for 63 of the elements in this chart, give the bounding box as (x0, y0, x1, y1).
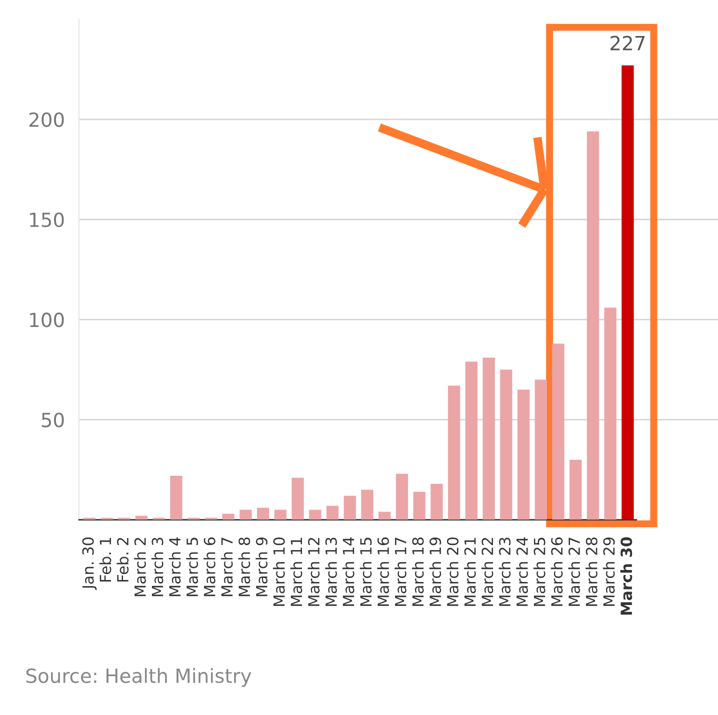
bar (430, 484, 443, 520)
bar (622, 65, 634, 520)
bar (517, 390, 530, 520)
x-tick-label: March 13 (325, 538, 337, 606)
x-tick-label: March 14 (342, 537, 354, 606)
data-label: 227 (610, 36, 645, 50)
x-tick-label: March 23 (498, 538, 511, 606)
x-tick-label: March 6 (204, 537, 216, 596)
bar (326, 506, 339, 520)
bar (240, 510, 252, 520)
x-tick-label: March 17 (394, 538, 406, 606)
x-tick-label: March 4 (168, 537, 181, 596)
x-tick-label: March 15 (360, 538, 372, 606)
bar (534, 380, 547, 520)
x-tick-label: March 9 (256, 538, 268, 596)
bar (586, 131, 600, 520)
source-note: Source: Health Ministry (26, 668, 252, 687)
x-tick-label: March 20 (446, 537, 458, 606)
bar (309, 510, 322, 520)
bar (361, 490, 374, 520)
bar (465, 362, 478, 520)
x-tick-label: March 28 (586, 538, 598, 606)
bar (396, 474, 408, 520)
y-tick-label: 50 (42, 412, 64, 428)
x-tick-label: March 25 (533, 538, 546, 606)
x-tick-label: March 26 (550, 537, 563, 606)
x-tick-label: March 10 (273, 537, 285, 606)
x-tick-label: March 22 (481, 538, 494, 606)
bar (256, 508, 270, 520)
x-tick-label: March 24 (516, 537, 528, 606)
x-tick-label: March 2 (134, 538, 146, 596)
bar (274, 510, 286, 520)
x-tick-label: March 29 (602, 538, 615, 606)
bar (604, 308, 616, 520)
x-tick-label: March 3 (151, 538, 164, 596)
bar (413, 492, 426, 520)
x-tick-label: Feb. 2 (116, 538, 129, 582)
x-tick-label: March 27 (568, 538, 580, 606)
x-tick-label: March 18 (412, 538, 424, 606)
y-tick-label: 150 (30, 212, 64, 228)
bar (570, 460, 582, 520)
x-tick-label: March 21 (464, 538, 476, 606)
bar (344, 496, 356, 520)
bar (500, 370, 512, 520)
x-tick-label: Feb. 1 (99, 538, 112, 582)
x-tick-label: March 30 (620, 537, 632, 615)
y-tick-label: 100 (30, 312, 64, 328)
bar (170, 476, 182, 520)
x-tick-label: March 5 (186, 538, 198, 596)
x-tick-label: March 16 (377, 537, 390, 606)
bar (378, 512, 391, 520)
bar (552, 344, 564, 520)
x-tick-label: March 19 (429, 538, 442, 606)
x-tick-label: March 7 (220, 538, 233, 596)
bar (292, 478, 304, 520)
bar (482, 358, 495, 520)
bar (448, 386, 460, 520)
x-tick-label: March 8 (238, 538, 250, 596)
x-tick-label: March 12 (308, 538, 320, 606)
x-tick-label: March 11 (290, 538, 302, 606)
x-tick-label: Jan. 30 (82, 537, 97, 590)
bar (222, 514, 234, 520)
y-tick-label: 200 (29, 112, 64, 128)
